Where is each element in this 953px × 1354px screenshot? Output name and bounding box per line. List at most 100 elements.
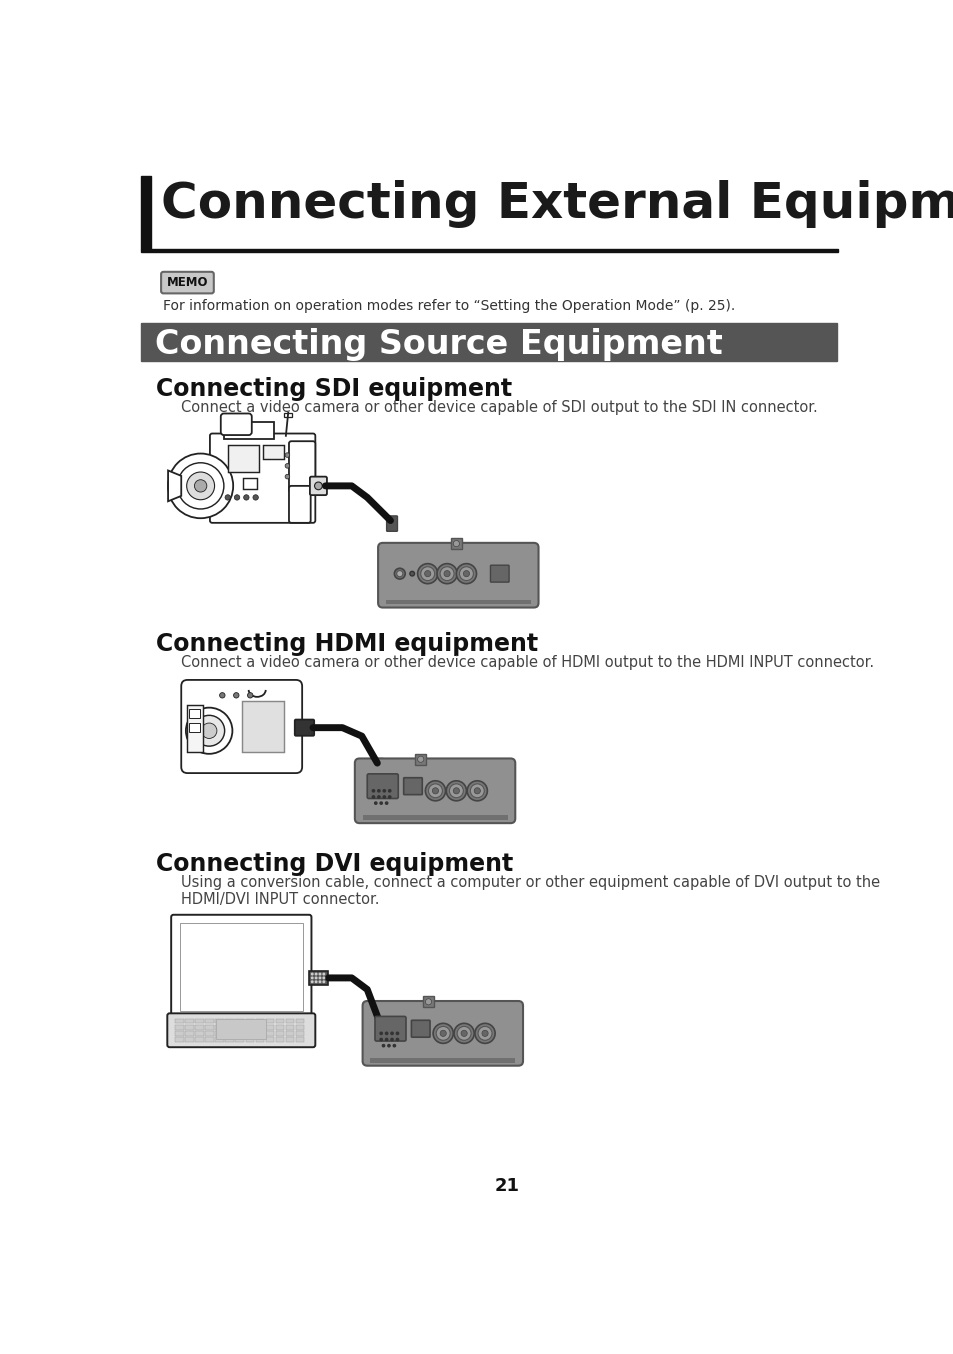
- Bar: [309, 971, 328, 984]
- Bar: [235, 1025, 244, 1029]
- Bar: [266, 1030, 274, 1036]
- Bar: [187, 705, 203, 751]
- Bar: [215, 1025, 224, 1029]
- Circle shape: [391, 1039, 393, 1041]
- Bar: [189, 723, 199, 733]
- Circle shape: [379, 802, 382, 804]
- Bar: [422, 997, 434, 1007]
- Bar: [370, 1057, 515, 1063]
- Circle shape: [177, 463, 224, 509]
- Bar: [228, 445, 258, 473]
- Bar: [224, 422, 274, 439]
- Text: Connect a video camera or other device capable of HDMI output to the HDMI INPUT : Connect a video camera or other device c…: [181, 655, 874, 670]
- Circle shape: [388, 789, 391, 792]
- Bar: [284, 413, 292, 417]
- Bar: [243, 478, 257, 489]
- Bar: [141, 176, 151, 249]
- Bar: [286, 1037, 294, 1041]
- FancyBboxPatch shape: [403, 777, 422, 795]
- Circle shape: [453, 540, 459, 547]
- Bar: [245, 1037, 253, 1041]
- Bar: [195, 1030, 204, 1036]
- FancyBboxPatch shape: [289, 486, 311, 523]
- Circle shape: [387, 1044, 390, 1047]
- Bar: [225, 1030, 233, 1036]
- Circle shape: [194, 479, 207, 492]
- Circle shape: [449, 784, 463, 798]
- Text: Connecting SDI equipment: Connecting SDI equipment: [156, 376, 512, 401]
- Bar: [245, 1025, 253, 1029]
- Circle shape: [315, 978, 316, 979]
- Circle shape: [314, 482, 322, 490]
- Bar: [295, 1025, 304, 1029]
- Bar: [286, 1025, 294, 1029]
- Bar: [275, 1037, 284, 1041]
- Bar: [225, 1018, 233, 1024]
- FancyBboxPatch shape: [362, 1001, 522, 1066]
- Circle shape: [315, 974, 316, 975]
- Circle shape: [377, 796, 379, 798]
- Circle shape: [285, 452, 290, 458]
- Circle shape: [243, 494, 249, 500]
- Circle shape: [463, 570, 469, 577]
- Circle shape: [428, 784, 442, 798]
- Bar: [141, 322, 836, 362]
- FancyBboxPatch shape: [386, 516, 397, 531]
- Circle shape: [481, 1030, 488, 1036]
- Bar: [185, 1025, 193, 1029]
- Bar: [174, 1025, 183, 1029]
- Bar: [174, 1030, 183, 1036]
- Circle shape: [234, 494, 239, 500]
- Bar: [174, 1037, 183, 1041]
- Circle shape: [391, 1032, 393, 1034]
- Circle shape: [285, 463, 290, 468]
- Bar: [262, 445, 284, 459]
- Circle shape: [385, 1039, 387, 1041]
- FancyBboxPatch shape: [411, 1021, 430, 1037]
- Circle shape: [446, 781, 466, 800]
- Bar: [275, 1018, 284, 1024]
- Circle shape: [193, 715, 224, 746]
- Circle shape: [285, 474, 290, 479]
- Circle shape: [372, 796, 375, 798]
- Circle shape: [319, 982, 320, 983]
- Circle shape: [467, 781, 487, 800]
- Bar: [185, 1030, 193, 1036]
- Bar: [275, 1030, 284, 1036]
- Bar: [225, 1037, 233, 1041]
- Bar: [415, 754, 426, 765]
- Circle shape: [454, 1024, 474, 1044]
- Circle shape: [475, 1024, 495, 1044]
- FancyBboxPatch shape: [181, 680, 302, 773]
- Circle shape: [168, 454, 233, 519]
- Bar: [241, 701, 284, 751]
- Bar: [266, 1037, 274, 1041]
- Circle shape: [311, 982, 313, 983]
- FancyBboxPatch shape: [210, 433, 315, 523]
- FancyBboxPatch shape: [371, 758, 383, 777]
- Text: For information on operation modes refer to “Setting the Operation Mode” (p. 25): For information on operation modes refer…: [163, 299, 735, 313]
- Text: 21: 21: [494, 1178, 518, 1196]
- FancyBboxPatch shape: [171, 915, 311, 1020]
- Circle shape: [186, 708, 233, 754]
- FancyBboxPatch shape: [375, 1017, 406, 1041]
- Bar: [215, 1030, 224, 1036]
- Bar: [185, 1018, 193, 1024]
- FancyBboxPatch shape: [310, 477, 327, 496]
- Bar: [266, 1018, 274, 1024]
- Bar: [179, 923, 303, 1011]
- Circle shape: [460, 1030, 467, 1036]
- Circle shape: [385, 802, 387, 804]
- FancyBboxPatch shape: [161, 272, 213, 294]
- Circle shape: [379, 1032, 382, 1034]
- Circle shape: [319, 974, 320, 975]
- Bar: [195, 1037, 204, 1041]
- Bar: [266, 1025, 274, 1029]
- Bar: [275, 1025, 284, 1029]
- Circle shape: [395, 1032, 398, 1034]
- Text: Connecting DVI equipment: Connecting DVI equipment: [156, 852, 513, 876]
- Circle shape: [323, 978, 324, 979]
- Bar: [205, 1037, 213, 1041]
- Circle shape: [377, 789, 379, 792]
- Circle shape: [375, 802, 376, 804]
